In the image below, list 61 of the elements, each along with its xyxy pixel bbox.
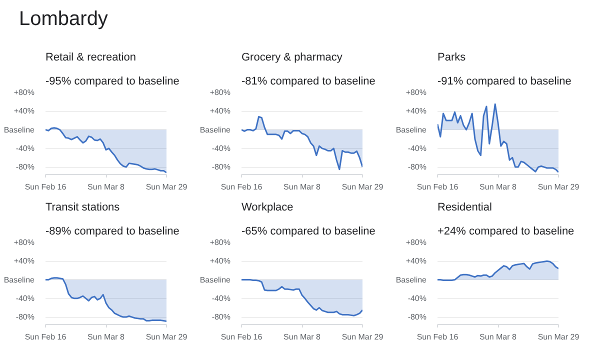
y-tick-label: Baseline (4, 125, 36, 134)
chart-subtitle: -65% compared to baseline (242, 226, 376, 238)
x-tick-label: Sun Mar 8 (480, 332, 518, 342)
y-tick-label: Baseline (4, 275, 36, 284)
y-tick-label: +40% (14, 256, 35, 266)
y-tick-label: -40% (212, 144, 231, 153)
chart-subtitle: -81% compared to baseline (242, 76, 376, 88)
x-tick-label: Sun Feb 16 (24, 182, 67, 192)
x-tick-label: Sun Mar 8 (284, 332, 322, 342)
y-tick-label: +80% (406, 88, 427, 97)
y-tick-label: -80% (16, 162, 35, 172)
y-tick-label: -40% (408, 294, 427, 303)
y-tick-label: -80% (408, 162, 427, 172)
x-tick-label: Sun Mar 29 (146, 332, 188, 342)
x-tick-label: Sun Feb 16 (220, 332, 263, 342)
y-tick-label: +80% (14, 88, 35, 97)
y-tick-label: +80% (210, 238, 231, 247)
chart-subtitle: -91% compared to baseline (438, 76, 572, 88)
y-tick-label: +40% (406, 256, 427, 266)
chart-title: Transit stations (46, 202, 120, 214)
y-tick-label: Baseline (200, 275, 232, 284)
x-tick-label: Sun Mar 29 (538, 332, 580, 342)
chart-subtitle: -89% compared to baseline (46, 226, 180, 238)
x-tick-label: Sun Mar 8 (88, 182, 126, 192)
chart-subtitle: -95% compared to baseline (46, 76, 180, 88)
y-tick-label: +40% (210, 256, 231, 266)
x-tick-label: Sun Feb 16 (416, 182, 459, 192)
y-tick-label: Baseline (396, 125, 428, 134)
x-tick-label: Sun Feb 16 (24, 332, 67, 342)
y-tick-label: +40% (406, 106, 427, 116)
x-tick-label: Sun Feb 16 (220, 182, 263, 192)
x-tick-label: Sun Mar 29 (342, 332, 384, 342)
chart-title: Parks (438, 52, 466, 64)
x-tick-label: Sun Mar 29 (538, 182, 580, 192)
y-tick-label: -40% (16, 294, 35, 303)
y-tick-label: +40% (210, 106, 231, 116)
y-tick-label: +40% (14, 106, 35, 116)
x-tick-label: Sun Mar 8 (284, 182, 322, 192)
y-tick-label: -40% (212, 294, 231, 303)
chart-title: Residential (438, 202, 492, 214)
chart-title: Workplace (242, 202, 294, 214)
text: Lombardy (19, 7, 108, 32)
y-tick-label: -40% (408, 144, 427, 153)
y-tick-label: Baseline (396, 275, 428, 284)
x-tick-label: Sun Mar 29 (146, 182, 188, 192)
y-tick-label: -80% (16, 312, 35, 322)
y-tick-label: -80% (212, 162, 231, 172)
chart-subtitle: +24% compared to baseline (438, 226, 574, 238)
chart-title: Grocery & pharmacy (242, 52, 343, 64)
y-tick-label: -80% (408, 312, 427, 322)
x-tick-label: Sun Mar 8 (480, 182, 518, 192)
y-tick-label: -80% (212, 312, 231, 322)
y-tick-label: +80% (14, 238, 35, 247)
x-tick-label: Sun Mar 29 (342, 182, 384, 192)
y-tick-label: Baseline (200, 125, 232, 134)
x-tick-label: Sun Mar 8 (88, 332, 126, 342)
x-tick-label: Sun Feb 16 (416, 332, 459, 342)
chart-title: Retail & recreation (46, 52, 136, 64)
y-tick-label: +80% (406, 238, 427, 247)
y-tick-label: +80% (210, 88, 231, 97)
y-tick-label: -40% (16, 144, 35, 153)
